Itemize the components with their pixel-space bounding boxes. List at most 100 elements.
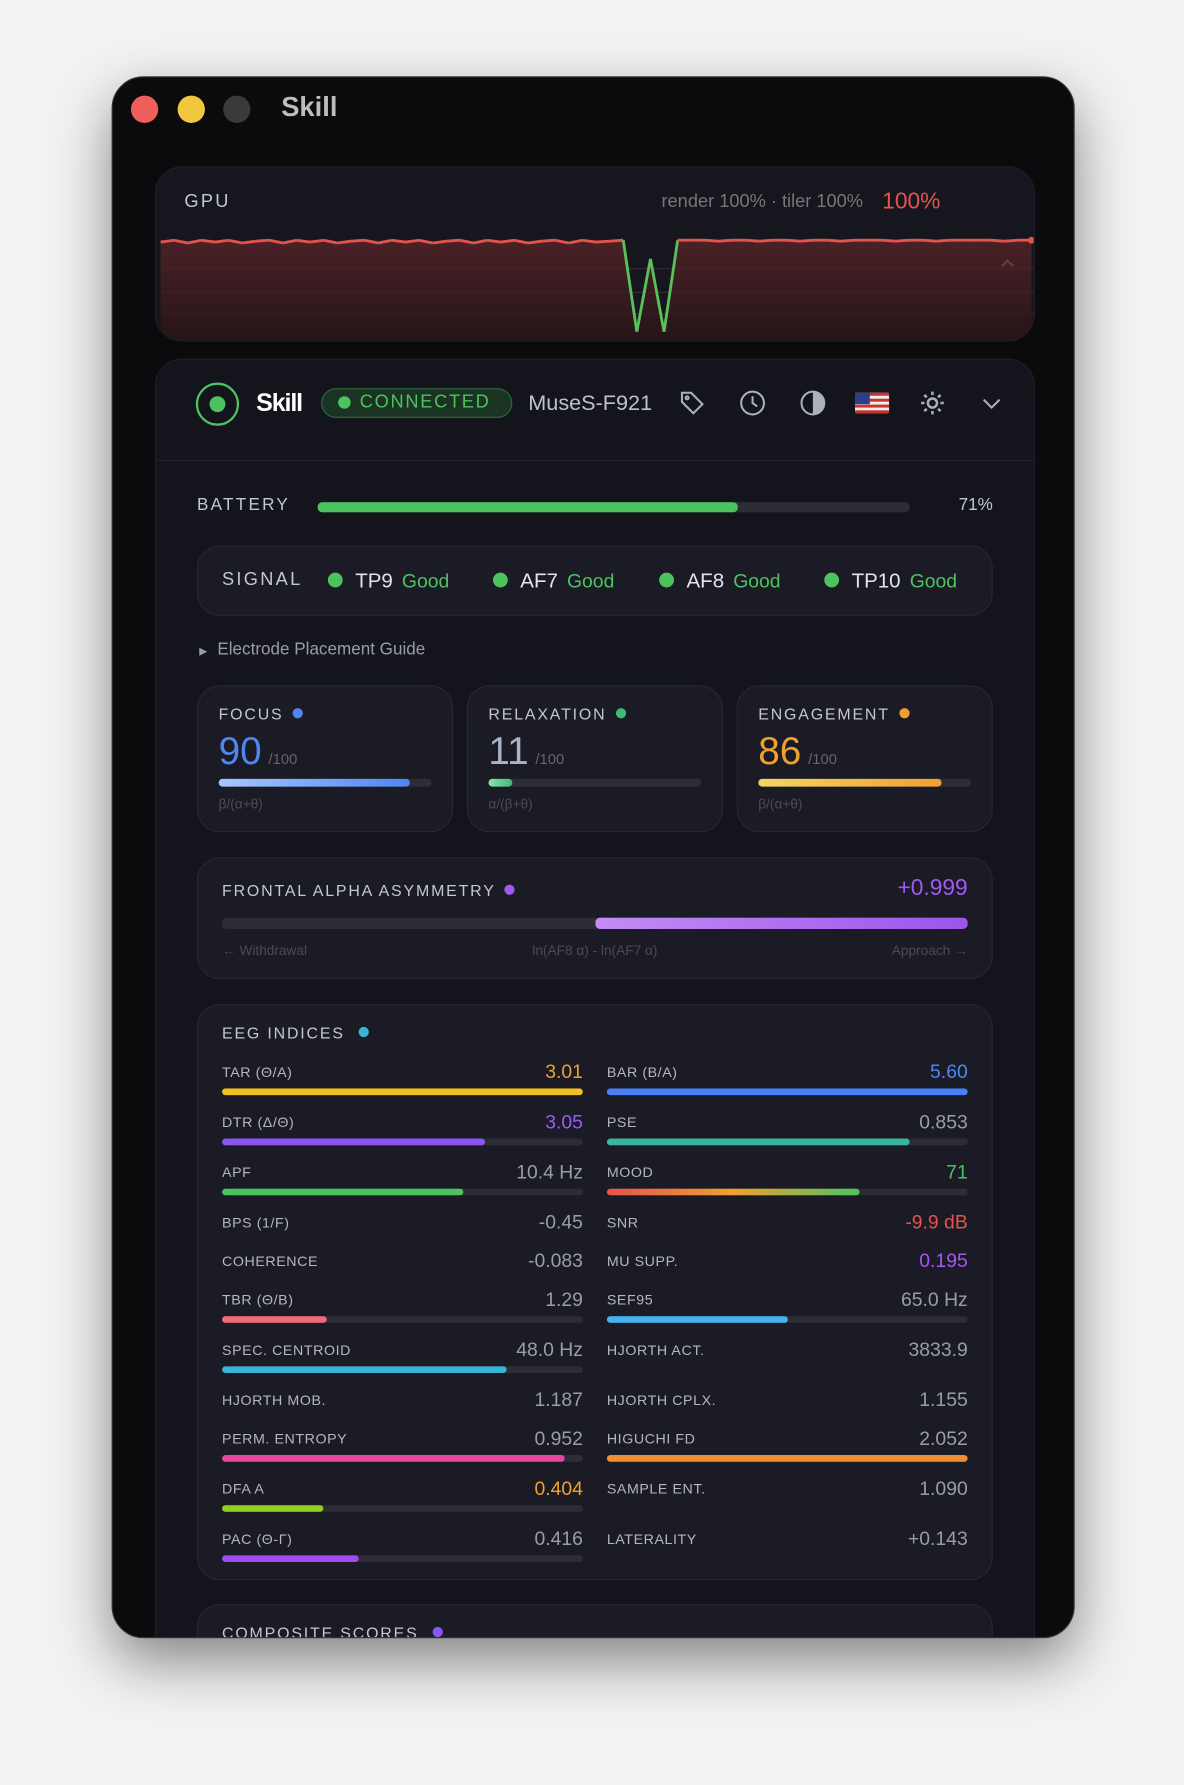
- brand-name: Skill: [256, 388, 303, 417]
- gpu-line-segment: [881, 238, 896, 243]
- gpu-line-segment: [323, 238, 338, 245]
- device-name: MuseS-F921: [528, 391, 653, 416]
- gpu-line-segment: [649, 258, 666, 332]
- index-label: DTR (Δ/Θ): [222, 1114, 295, 1131]
- eeg-index-tbr-b: TBR (Θ/B) 1.29: [222, 1287, 583, 1337]
- gpu-line-segment: [486, 238, 501, 244]
- tag-icon[interactable]: [679, 389, 706, 416]
- metric-card-focus: FOCUS 90/100 β/(α+θ): [196, 685, 454, 833]
- index-bar: [606, 1138, 968, 1146]
- index-label: TAR (Θ/A): [222, 1064, 293, 1081]
- index-value: 2.052: [919, 1427, 968, 1450]
- index-label: PAC (Θ-Γ): [222, 1531, 293, 1548]
- index-value: -9.9 dB: [905, 1211, 968, 1233]
- app-window: Skill GPU render 100% · tiler 100% 100% …: [111, 76, 1075, 1639]
- gpu-line-segment: [582, 238, 597, 244]
- gpu-line-segment: [1004, 238, 1018, 243]
- index-value: 0.404: [534, 1477, 583, 1500]
- index-label: SAMPLE ENT.: [606, 1481, 706, 1498]
- gpu-line-segment: [621, 240, 639, 332]
- channel-quality: Good: [733, 570, 781, 593]
- gpu-line-segment: [350, 238, 365, 243]
- gpu-line-segment: [473, 238, 488, 245]
- metric-label: RELAXATION: [488, 705, 626, 723]
- eeg-index-spec-centroid: SPEC. CENTROID 48.0 Hz: [222, 1337, 583, 1387]
- faa-value: +0.999: [897, 875, 968, 901]
- us-flag-icon[interactable]: [855, 389, 890, 416]
- index-label: COHERENCE: [222, 1253, 319, 1270]
- clock-icon[interactable]: [739, 389, 766, 416]
- gpu-card: GPU render 100% · tiler 100% 100%: [154, 166, 1035, 342]
- contrast-icon[interactable]: [799, 389, 826, 416]
- faa-label: FRONTAL ALPHA ASYMMETRY: [222, 881, 516, 899]
- composite-label: COMPOSITE SCORES: [222, 1624, 443, 1637]
- index-value: 0.416: [534, 1527, 583, 1550]
- signal-dot-icon: [824, 572, 840, 588]
- channel-name: TP10: [851, 569, 901, 593]
- caret-right-icon: ▶: [199, 645, 208, 657]
- eeg-index-apf: APF 10.4 Hz: [222, 1159, 583, 1209]
- gpu-line-segment: [800, 238, 814, 243]
- index-value: 65.0 Hz: [901, 1288, 968, 1311]
- gpu-line-segment: [718, 238, 733, 243]
- metric-value: 11/100: [488, 729, 565, 774]
- gpu-line-segment: [936, 238, 950, 243]
- eeg-index-bps-1-f: BPS (1/F) -0.45: [222, 1209, 583, 1248]
- gear-icon[interactable]: [919, 389, 946, 416]
- signal-channel-tp10: TP10 Good: [824, 569, 957, 593]
- composite-scores-card: COMPOSITE SCORES: [196, 1604, 993, 1638]
- signal-label: SIGNAL: [222, 570, 303, 590]
- gpu-line-segment: [840, 238, 855, 243]
- gpu-detail: render 100% · tiler 100%: [661, 192, 863, 212]
- index-value: 0.195: [919, 1250, 968, 1272]
- index-value: 10.4 Hz: [516, 1161, 583, 1183]
- signal-card: SIGNAL TP9 Good AF7 Good AF8 Good TP10 Good: [196, 545, 993, 616]
- gpu-line-segment: [214, 238, 229, 244]
- gpu-line-segment: [391, 238, 406, 244]
- minimize-button[interactable]: [177, 95, 205, 123]
- gpu-line-segment: [568, 238, 583, 245]
- metric-card-relaxation: RELAXATION 11/100 α/(β+θ): [466, 685, 723, 833]
- index-value: 71: [946, 1161, 968, 1183]
- eeg-index-sample-ent: SAMPLE ENT. 1.090: [607, 1475, 968, 1525]
- eeg-index-mood: MOOD 71: [606, 1159, 968, 1209]
- signal-channel-af8: AF8 Good: [659, 569, 781, 593]
- battery-bar: [317, 502, 910, 513]
- gpu-line-segment: [459, 238, 474, 245]
- index-value: 0.952: [534, 1427, 583, 1450]
- gpu-line-segment: [595, 239, 610, 244]
- index-value: -0.45: [538, 1211, 583, 1233]
- index-label: HJORTH CPLX.: [606, 1392, 717, 1409]
- gpu-line-segment: [990, 238, 1005, 243]
- battery-label: BATTERY: [196, 495, 291, 515]
- gpu-line-segment: [377, 238, 393, 245]
- eeg-label: EEG INDICES: [222, 1024, 369, 1042]
- signal-channel-af7: AF7 Good: [492, 569, 614, 593]
- close-button[interactable]: [130, 95, 159, 123]
- electrode-guide-toggle[interactable]: ▶ Electrode Placement Guide: [199, 640, 425, 659]
- metric-formula: β/(α+θ): [758, 795, 803, 812]
- eeg-index-bar-b-a: BAR (B/A) 5.60: [606, 1059, 968, 1109]
- gpu-line-segment: [201, 238, 216, 244]
- gpu-line-segment: [160, 238, 175, 244]
- metric-bar: [488, 778, 702, 787]
- zoom-button[interactable]: [223, 95, 251, 123]
- index-bar: [222, 1505, 583, 1512]
- faa-formula: ln(AF8 α) - ln(AF7 α): [532, 942, 658, 959]
- gpu-line-segment: [446, 238, 461, 243]
- metric-bar: [218, 778, 432, 787]
- gpu-line-segment: [895, 238, 910, 243]
- index-label: SEF95: [606, 1292, 654, 1309]
- index-label: MU SUPP.: [606, 1253, 679, 1270]
- chevron-down-icon[interactable]: [980, 389, 1007, 416]
- index-bar: [222, 1555, 583, 1563]
- metric-value: 90/100: [218, 729, 298, 774]
- gpu-line-segment: [282, 238, 297, 245]
- eeg-index-hjorth-mob: HJORTH MOB. 1.187: [222, 1387, 583, 1426]
- index-label: APF: [222, 1164, 252, 1181]
- gpu-line-segment: [541, 238, 556, 243]
- index-label: TBR (Θ/B): [222, 1292, 294, 1309]
- index-value: +0.143: [907, 1527, 968, 1550]
- index-value: 48.0 Hz: [516, 1338, 583, 1361]
- eeg-index-pac: PAC (Θ-Γ) 0.416: [222, 1526, 583, 1576]
